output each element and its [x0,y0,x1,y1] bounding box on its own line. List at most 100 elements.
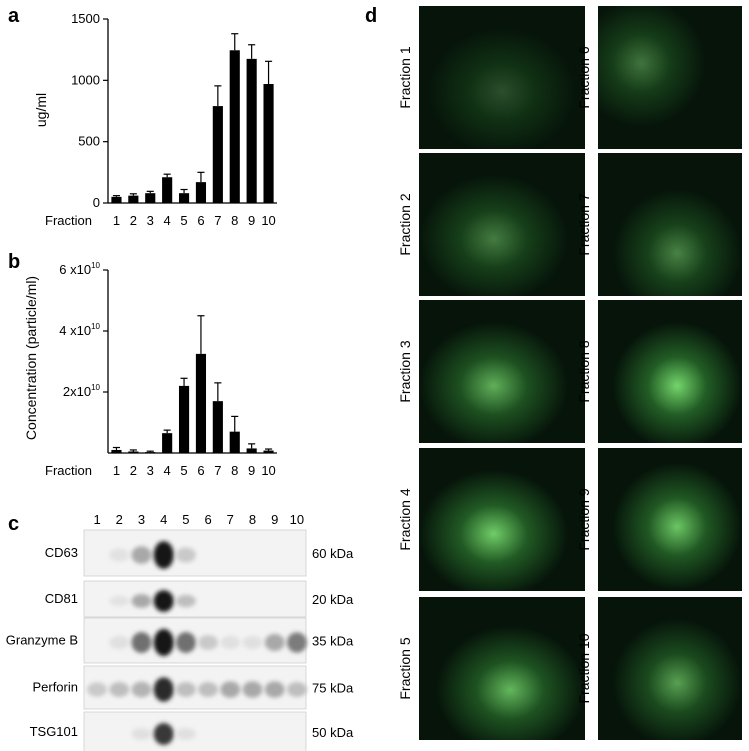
lane-label: 2 [116,512,123,527]
blot-band [153,629,174,656]
blot-strip [83,711,307,751]
chart-a-xtick-label: 4 [164,213,171,228]
fluor-image [419,597,585,740]
chart-b-bar [195,353,207,453]
chart-a-bar [246,58,257,203]
chart-a-xtick-label: 9 [248,213,255,228]
blot-band [109,682,130,697]
fluor-image [419,448,585,591]
chart-b-xtick-label: 5 [180,463,187,478]
fluor-label: Fraction 5 [397,637,413,699]
chart-a-xtick-label: 7 [214,213,221,228]
blot-band [264,681,285,698]
chart-a-ytick-label: 0 [93,195,100,210]
blot-band [220,681,241,698]
blot-band [175,632,196,653]
fluor-image [598,6,742,149]
blot-band [286,632,307,653]
chart-b-bar [145,452,156,453]
chart-b-xtick-label: 1 [113,463,120,478]
chart-b-bar [212,401,223,453]
chart-a-ytick-label: 1500 [71,11,100,26]
fluor-image [419,153,585,296]
fluor-image [598,153,742,296]
chart-b-x-prefix: Fraction [45,463,92,478]
blot-band [242,635,263,650]
blot-band [131,728,152,740]
chart-a-bar [128,195,139,203]
blot-row-label: CD63 [45,545,78,560]
chart-b-bar [162,433,173,453]
blot-band [264,633,285,652]
chart-a-bar [178,193,190,203]
lane-label: 7 [227,512,234,527]
blot-kda-label: 20 kDa [312,592,354,607]
fluor-label: Fraction 4 [397,488,413,550]
blot-band [175,728,196,740]
chart-a-xtick-label: 6 [197,213,204,228]
blot-band [286,682,307,697]
chart-b-xtick-label: 8 [231,463,238,478]
panel-label-b: b [8,251,20,273]
chart-a-bar [145,193,156,203]
fluor-label: Fraction 9 [576,488,592,550]
blot-band [109,595,130,607]
chart-a-xtick-label: 1 [113,213,120,228]
panel-label-d: d [365,5,377,27]
chart-b-ytick-label: 2x1010 [63,383,101,399]
chart-b-bar [111,449,122,453]
chart-b-xtick-label: 6 [197,463,204,478]
lane-label: 6 [204,512,211,527]
chart-a-ytick-label: 1000 [71,72,100,87]
chart-b-bar [246,448,257,453]
fluor-label: Fraction 10 [576,633,592,703]
chart-a-xtick-label: 10 [261,213,275,228]
chart-a-x-prefix: Fraction [45,213,92,228]
chart-b-ytick-label: 4 x1010 [59,322,100,338]
chart-a-xtick-label: 3 [147,213,154,228]
lane-label: 9 [271,512,278,527]
panel-label-c: c [8,513,19,535]
blot-band [153,541,174,569]
chart-b-xtick-label: 3 [147,463,154,478]
blot-band [131,681,152,698]
fluor-image [419,300,585,443]
chart-a-bar [111,196,122,203]
blot-band [175,547,196,563]
fluor-image [598,597,742,740]
blot-band [198,682,219,697]
chart-b-ylabel: Concentration (particle/ml) [23,276,39,440]
chart-a-bar [229,50,240,203]
blot-row-label: CD81 [45,591,78,606]
fluor-label: Fraction 6 [576,46,592,108]
blot-band [131,546,152,564]
blot-band [109,635,130,650]
blot-kda-label: 35 kDa [312,634,354,649]
panel-label-a: a [8,5,20,27]
chart-a-bar [263,84,274,203]
western-blot: 1 2 3 4 5 6 7 8 9 10 CD63 60 kDa CD81 20 kDa Granzyme … [6,512,354,751]
chart-b-xtick-label: 7 [214,463,221,478]
lane-label: 8 [249,512,256,527]
chart-a-xtick-label: 5 [180,213,187,228]
chart-b-ytick-label: 6 x1010 [59,261,100,277]
fluor-image [598,300,742,443]
blot-band [153,590,174,612]
lane-label: 1 [93,512,100,527]
blot-kda-label: 50 kDa [312,725,354,740]
chart-b-xtick-label: 4 [164,463,171,478]
lane-label: 4 [160,512,167,527]
fluor-label: Fraction 1 [397,46,413,108]
blot-kda-label: 60 kDa [312,546,354,561]
fluor-label: Fraction 8 [576,340,592,402]
fluor-label: Fraction 7 [576,193,592,255]
lane-label: 10 [290,512,304,527]
lane-label: 3 [138,512,145,527]
blot-kda-label: 75 kDa [312,681,354,696]
blot-band [198,635,219,650]
blot-band [109,548,130,562]
blot-band [131,594,152,608]
blot-band [87,682,108,697]
blot-row-label: Granzyme B [6,633,78,648]
